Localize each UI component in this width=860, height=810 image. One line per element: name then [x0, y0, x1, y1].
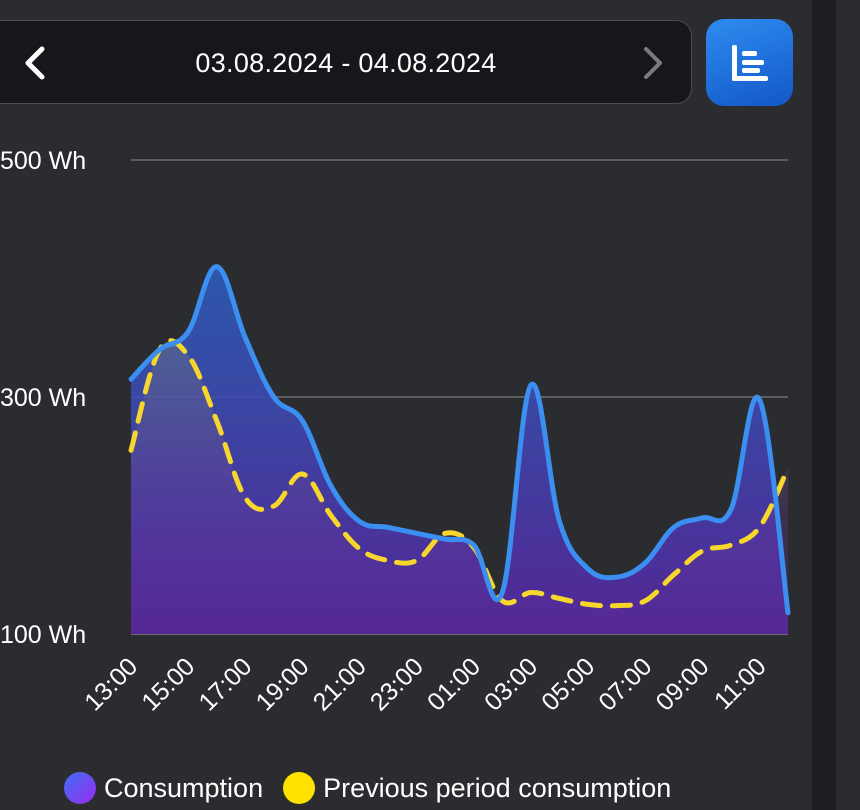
x-tick-label: 09:00: [651, 652, 715, 716]
x-tick-label-group: 05:00: [536, 652, 600, 716]
x-tick-label: 17:00: [193, 652, 257, 716]
x-tick-label-group: 13:00: [79, 652, 143, 716]
legend-item-consumption[interactable]: Consumption: [64, 772, 263, 804]
legend-dot-consumption: [64, 772, 96, 804]
area-previous-period: [131, 340, 788, 634]
x-tick-label: 05:00: [536, 652, 600, 716]
legend-label-consumption: Consumption: [104, 772, 264, 803]
x-tick-label-group: 09:00: [651, 652, 715, 716]
line-consumption: [128, 264, 791, 616]
x-tick-label-group: 01:00: [422, 652, 486, 716]
date-range-label: 03.08.2024 - 04.08.2024: [195, 48, 497, 78]
consumption-chart: 500 Wh 300 Wh 100 Wh 13:0015:0017:0019:0021…: [0, 147, 791, 716]
next-period-button[interactable]: [617, 21, 687, 105]
x-tick-label-group: 07:00: [593, 652, 657, 716]
y-tick-label: 100 Wh: [0, 621, 86, 649]
x-tick-label: 01:00: [422, 652, 486, 716]
y-tick-label: 500 Wh: [0, 147, 86, 175]
previous-period-button[interactable]: [1, 21, 71, 105]
x-tick-label: 15:00: [136, 652, 200, 716]
x-tick-label: 23:00: [365, 652, 429, 716]
x-tick-label: 11:00: [709, 652, 772, 715]
legend-label-previous-period: Previous period consumption: [323, 772, 672, 803]
chevron-left-icon: [25, 46, 45, 80]
x-tick-label: 03:00: [479, 652, 543, 716]
x-tick-label-group: 03:00: [479, 652, 543, 716]
x-tick-label: 19:00: [251, 652, 315, 716]
x-tick-label-group: 23:00: [365, 652, 429, 716]
y-tick-label: 300 Wh: [0, 384, 86, 412]
x-tick-label: 13:00: [79, 652, 143, 716]
view-toggle-button[interactable]: [706, 19, 793, 106]
x-tick-label-group: 19:00: [251, 652, 315, 716]
date-range-selector: 03.08.2024 - 04.08.2024: [0, 20, 692, 104]
legend-item-previous-period[interactable]: Previous period consumption: [283, 772, 671, 804]
legend-dot-previous-period: [283, 772, 316, 804]
x-tick-label-group: 21:00: [308, 652, 372, 716]
list-view-icon: [731, 44, 768, 81]
x-tick-label-group: 15:00: [136, 652, 200, 716]
x-tick-label: 21:00: [308, 652, 372, 716]
chart-legend: Consumption Previous period consumption: [64, 768, 691, 808]
x-tick-label-group: 11:00: [709, 652, 772, 715]
side-panel-edge: [836, 0, 860, 810]
x-tick-label: 07:00: [593, 652, 657, 716]
chevron-right-icon: [644, 47, 662, 79]
line-previous-period: [128, 338, 791, 609]
x-tick-label-group: 17:00: [193, 652, 257, 716]
